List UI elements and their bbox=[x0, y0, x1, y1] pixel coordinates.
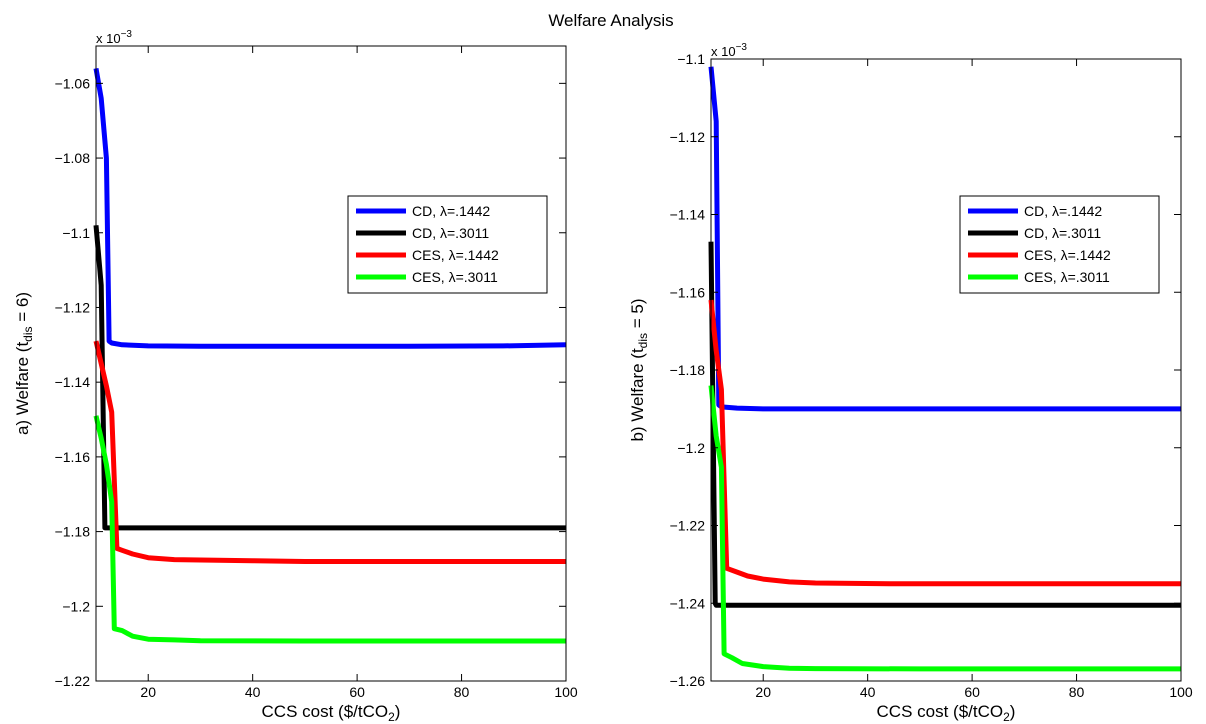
y-tick-label: −1.08 bbox=[55, 150, 91, 166]
x-tick-label: 100 bbox=[554, 684, 578, 700]
x-tick-label: 80 bbox=[1069, 684, 1085, 700]
series-line-3 bbox=[708, 299, 1181, 587]
y-tick-label: −1.14 bbox=[55, 374, 91, 390]
y-tick-label: −1.24 bbox=[670, 595, 706, 611]
legend: CD, λ=.1442 CD, λ=.3011 CES, λ=.1442 CES, λ… bbox=[347, 195, 548, 294]
series-line-1 bbox=[708, 66, 1181, 412]
x-tick-label: 60 bbox=[964, 684, 980, 700]
series-line-4 bbox=[93, 415, 566, 644]
x-tick-label: 100 bbox=[1169, 684, 1193, 700]
y-tick-label: −1.16 bbox=[670, 284, 706, 300]
plot-area bbox=[711, 59, 1181, 681]
legend-label: CD, λ=.3011 bbox=[412, 225, 489, 241]
x-tick-label: 40 bbox=[860, 684, 876, 700]
y-tick-label: −1.22 bbox=[55, 673, 91, 689]
x-axis-label: CCS cost ($/tCO2) bbox=[877, 702, 1016, 724]
y-tick-label: −1.2 bbox=[677, 440, 705, 456]
y-tick-label: −1.1 bbox=[62, 225, 90, 241]
y-tick-label: −1.18 bbox=[670, 362, 706, 378]
y-tick-label: −1.12 bbox=[55, 299, 91, 315]
series-line-3 bbox=[93, 340, 566, 564]
y-tick-label: −1.1 bbox=[677, 51, 705, 67]
y-tick-label: −1.18 bbox=[55, 524, 91, 540]
legend-label: CES, λ=.1442 bbox=[1024, 247, 1111, 263]
x-tick-label: 40 bbox=[245, 684, 261, 700]
y-exponent-label: x 10−3 bbox=[96, 29, 132, 46]
x-tick-label: 20 bbox=[140, 684, 156, 700]
chart-panel-b: −1.1 −1.12 −1.14 −1.16 −1.18 −1.2 −1.22 −1.24 −1… bbox=[628, 42, 1193, 724]
x-tick-label: 80 bbox=[454, 684, 470, 700]
y-tick-label: −1.12 bbox=[670, 129, 706, 145]
series-line-4 bbox=[708, 385, 1181, 672]
legend-label: CD, λ=.3011 bbox=[1024, 225, 1101, 241]
legend-label: CES, λ=.1442 bbox=[412, 247, 499, 263]
y-axis-label: b) Welfare (tdis = 5) bbox=[628, 298, 650, 441]
chart-panel-a: −1.06 −1.08 −1.1 −1.12 −1.14 −1.16 −1.18 −1.2 −1… bbox=[13, 29, 578, 724]
y-axis-label: a) Welfare (tdis = 6) bbox=[13, 292, 35, 435]
y-tick-label: −1.16 bbox=[55, 449, 91, 465]
axes-box bbox=[95, 45, 567, 682]
y-tick-label: −1.2 bbox=[62, 598, 90, 614]
series-line-1 bbox=[93, 67, 567, 349]
legend: CD, λ=.1442 CD, λ=.3011 CES, λ=.1442 CES, λ… bbox=[959, 195, 1160, 294]
plot-area bbox=[96, 46, 566, 681]
y-tick-label: −1.14 bbox=[670, 207, 706, 223]
y-tick-label: −1.22 bbox=[670, 518, 706, 534]
legend-label: CES, λ=.3011 bbox=[1024, 269, 1110, 285]
legend-label: CD, λ=.1442 bbox=[1024, 203, 1102, 219]
y-tick-label: −1.06 bbox=[55, 75, 91, 91]
legend-label: CES, λ=.3011 bbox=[412, 269, 498, 285]
x-tick-label: 60 bbox=[349, 684, 365, 700]
x-tick-label: 20 bbox=[755, 684, 771, 700]
y-exponent-label: x 10−3 bbox=[711, 42, 747, 59]
x-axis-label: CCS cost ($/tCO2) bbox=[262, 702, 401, 724]
legend-label: CD, λ=.1442 bbox=[412, 203, 490, 219]
figure-title: Welfare Analysis bbox=[548, 11, 673, 30]
y-tick-label: −1.26 bbox=[670, 673, 706, 689]
